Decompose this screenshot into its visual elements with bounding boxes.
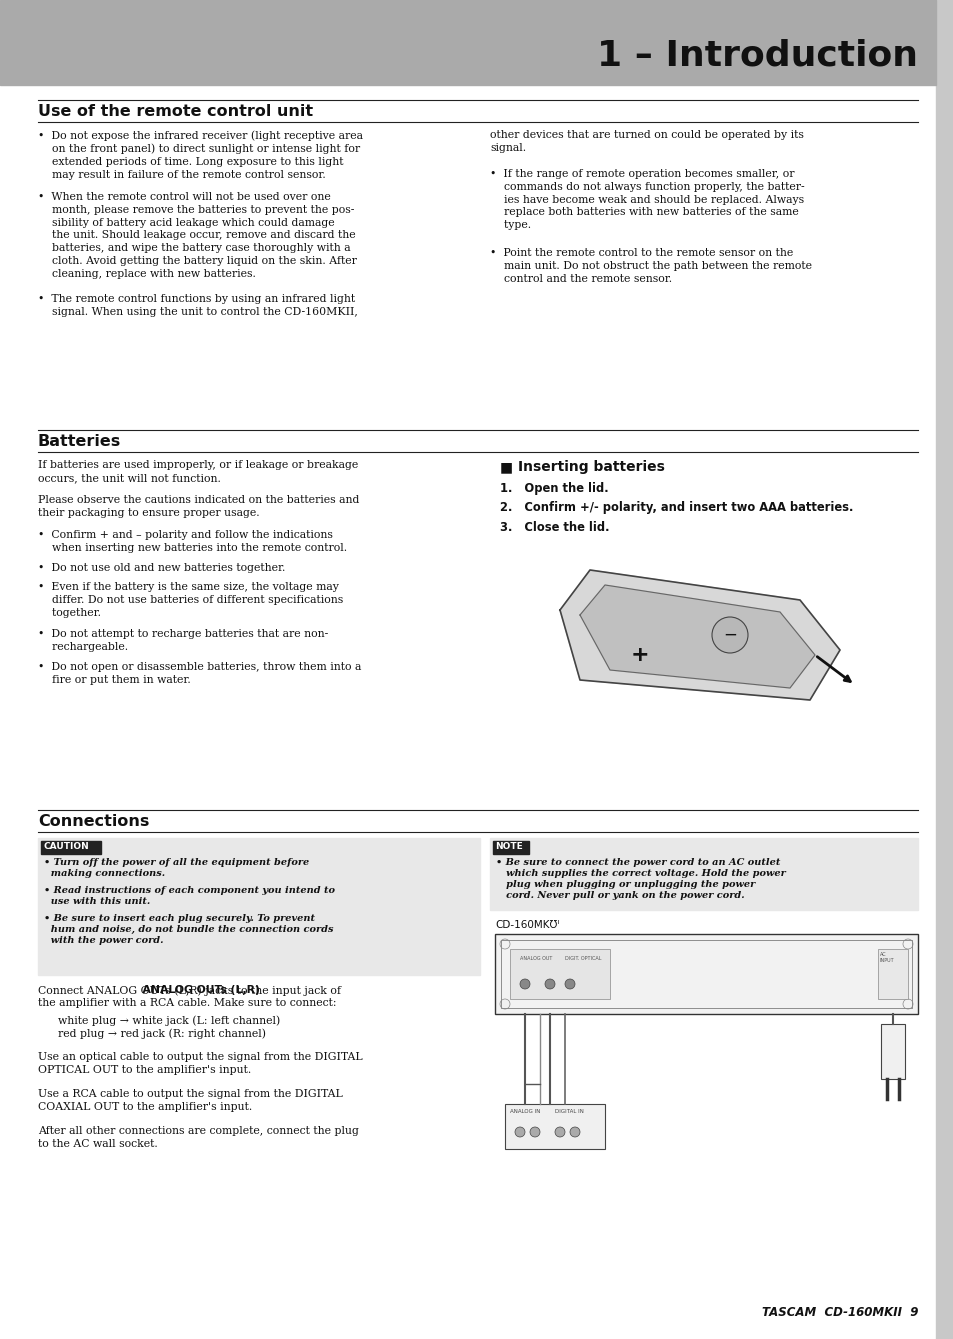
- Bar: [877, 949, 907, 999]
- Text: 1.   Open the lid.: 1. Open the lid.: [499, 482, 608, 495]
- Text: •  Do not attempt to recharge batteries that are non-
    rechargeable.: • Do not attempt to recharge batteries t…: [38, 629, 328, 652]
- Text: DIGIT. OPTICAL: DIGIT. OPTICAL: [564, 956, 601, 961]
- Text: • Read instructions of each component you intend to
  use with this unit.: • Read instructions of each component yo…: [44, 886, 335, 907]
- Text: other devices that are turned on could be operated by its
signal.: other devices that are turned on could b…: [490, 130, 803, 153]
- Text: TASCAM  CD-160MKII  9: TASCAM CD-160MKII 9: [760, 1306, 917, 1319]
- Text: 2.   Confirm +/- polarity, and insert two AAA batteries.: 2. Confirm +/- polarity, and insert two …: [499, 502, 853, 514]
- Text: Please observe the cautions indicated on the batteries and
their packaging to en: Please observe the cautions indicated on…: [38, 495, 359, 518]
- Circle shape: [519, 979, 530, 990]
- Text: ANALOG IN: ANALOG IN: [510, 1109, 539, 1114]
- Text: Use a RCA cable to output the signal from the DIGITAL
COAXIAL OUT to the amplifi: Use a RCA cable to output the signal fro…: [38, 1089, 342, 1111]
- Text: If batteries are used improperly, or if leakage or breakage
occurs, the unit wil: If batteries are used improperly, or if …: [38, 461, 358, 483]
- Text: ■: ■: [499, 461, 513, 474]
- Polygon shape: [559, 570, 840, 700]
- Bar: [490, 838, 917, 911]
- Circle shape: [544, 979, 555, 990]
- Text: 1 – Introduction: 1 – Introduction: [597, 39, 917, 74]
- Text: white plug → white jack (L: left channel)
red plug → red jack (R: right channel): white plug → white jack (L: left channel…: [58, 1015, 280, 1039]
- Bar: [500, 940, 911, 1008]
- Text: •  Do not expose the infrared receiver (light receptive area
    on the front pa: • Do not expose the infrared receiver (l…: [38, 130, 363, 179]
- Text: •  The remote control functions by using an infrared light
    signal. When usin: • The remote control functions by using …: [38, 295, 357, 317]
- Circle shape: [569, 1127, 579, 1137]
- Bar: [38, 838, 479, 975]
- Text: ANALOG OUTs (L,R): ANALOG OUTs (L,R): [45, 986, 259, 995]
- Text: • Be sure to insert each plug securely. To prevent
  hum and noise, do not bundl: • Be sure to insert each plug securely. …: [44, 915, 334, 945]
- Text: CAUTION: CAUTION: [44, 842, 90, 852]
- Text: •  If the range of remote operation becomes smaller, or
    commands do not alwa: • If the range of remote operation becom…: [490, 169, 803, 230]
- Text: •  Point the remote control to the remote sensor on the
    main unit. Do not ob: • Point the remote control to the remote…: [490, 249, 811, 284]
- Circle shape: [530, 1127, 539, 1137]
- Bar: [510, 949, 609, 999]
- Bar: [41, 841, 101, 854]
- Circle shape: [564, 979, 575, 990]
- Bar: [493, 841, 529, 854]
- Text: Inserting batteries: Inserting batteries: [517, 461, 664, 474]
- Bar: [495, 935, 917, 1014]
- Text: •  Do not use old and new batteries together.: • Do not use old and new batteries toget…: [38, 562, 285, 573]
- Text: DIGITAL IN: DIGITAL IN: [555, 1109, 583, 1114]
- Circle shape: [515, 1127, 524, 1137]
- Bar: [880, 1024, 904, 1079]
- Text: Connect ANALOG OUTs (L,R) jacks to the input jack of
the amplifier with a RCA ca: Connect ANALOG OUTs (L,R) jacks to the i…: [38, 986, 340, 1008]
- Text: After all other connections are complete, connect the plug
to the AC wall socket: After all other connections are complete…: [38, 1126, 358, 1149]
- Text: −: −: [722, 627, 736, 644]
- Text: NOTE: NOTE: [495, 842, 522, 852]
- Text: +: +: [630, 645, 649, 665]
- Text: • Turn off the power of all the equipment before
  making connections.: • Turn off the power of all the equipmen…: [44, 858, 309, 878]
- Text: •  Do not open or disassemble batteries, throw them into a
    fire or put them : • Do not open or disassemble batteries, …: [38, 661, 361, 684]
- Circle shape: [711, 617, 747, 653]
- Text: Connections: Connections: [38, 814, 150, 829]
- Polygon shape: [579, 585, 814, 688]
- Text: ANALOG OUT: ANALOG OUT: [519, 956, 552, 961]
- Text: Use of the remote control unit: Use of the remote control unit: [38, 104, 313, 119]
- Bar: [935, 0, 953, 1339]
- Circle shape: [555, 1127, 564, 1137]
- Bar: [0, 0, 935, 84]
- Text: Use an optical cable to output the signal from the DIGITAL
OPTICAL OUT to the am: Use an optical cable to output the signa…: [38, 1052, 362, 1075]
- Text: CD-160MKƱᴵ: CD-160MKƱᴵ: [495, 920, 558, 931]
- Text: • Be sure to connect the power cord to an AC outlet
   which supplies the correc: • Be sure to connect the power cord to a…: [496, 858, 785, 900]
- Text: •  Even if the battery is the same size, the voltage may
    differ. Do not use : • Even if the battery is the same size, …: [38, 582, 343, 619]
- Text: AC
INPUT: AC INPUT: [879, 952, 894, 963]
- Text: 3.   Close the lid.: 3. Close the lid.: [499, 521, 609, 534]
- Bar: [504, 1103, 604, 1149]
- Text: •  Confirm + and – polarity and follow the indications
    when inserting new ba: • Confirm + and – polarity and follow th…: [38, 530, 347, 553]
- Text: Batteries: Batteries: [38, 434, 121, 449]
- Text: •  When the remote control will not be used over one
    month, please remove th: • When the remote control will not be us…: [38, 191, 356, 279]
